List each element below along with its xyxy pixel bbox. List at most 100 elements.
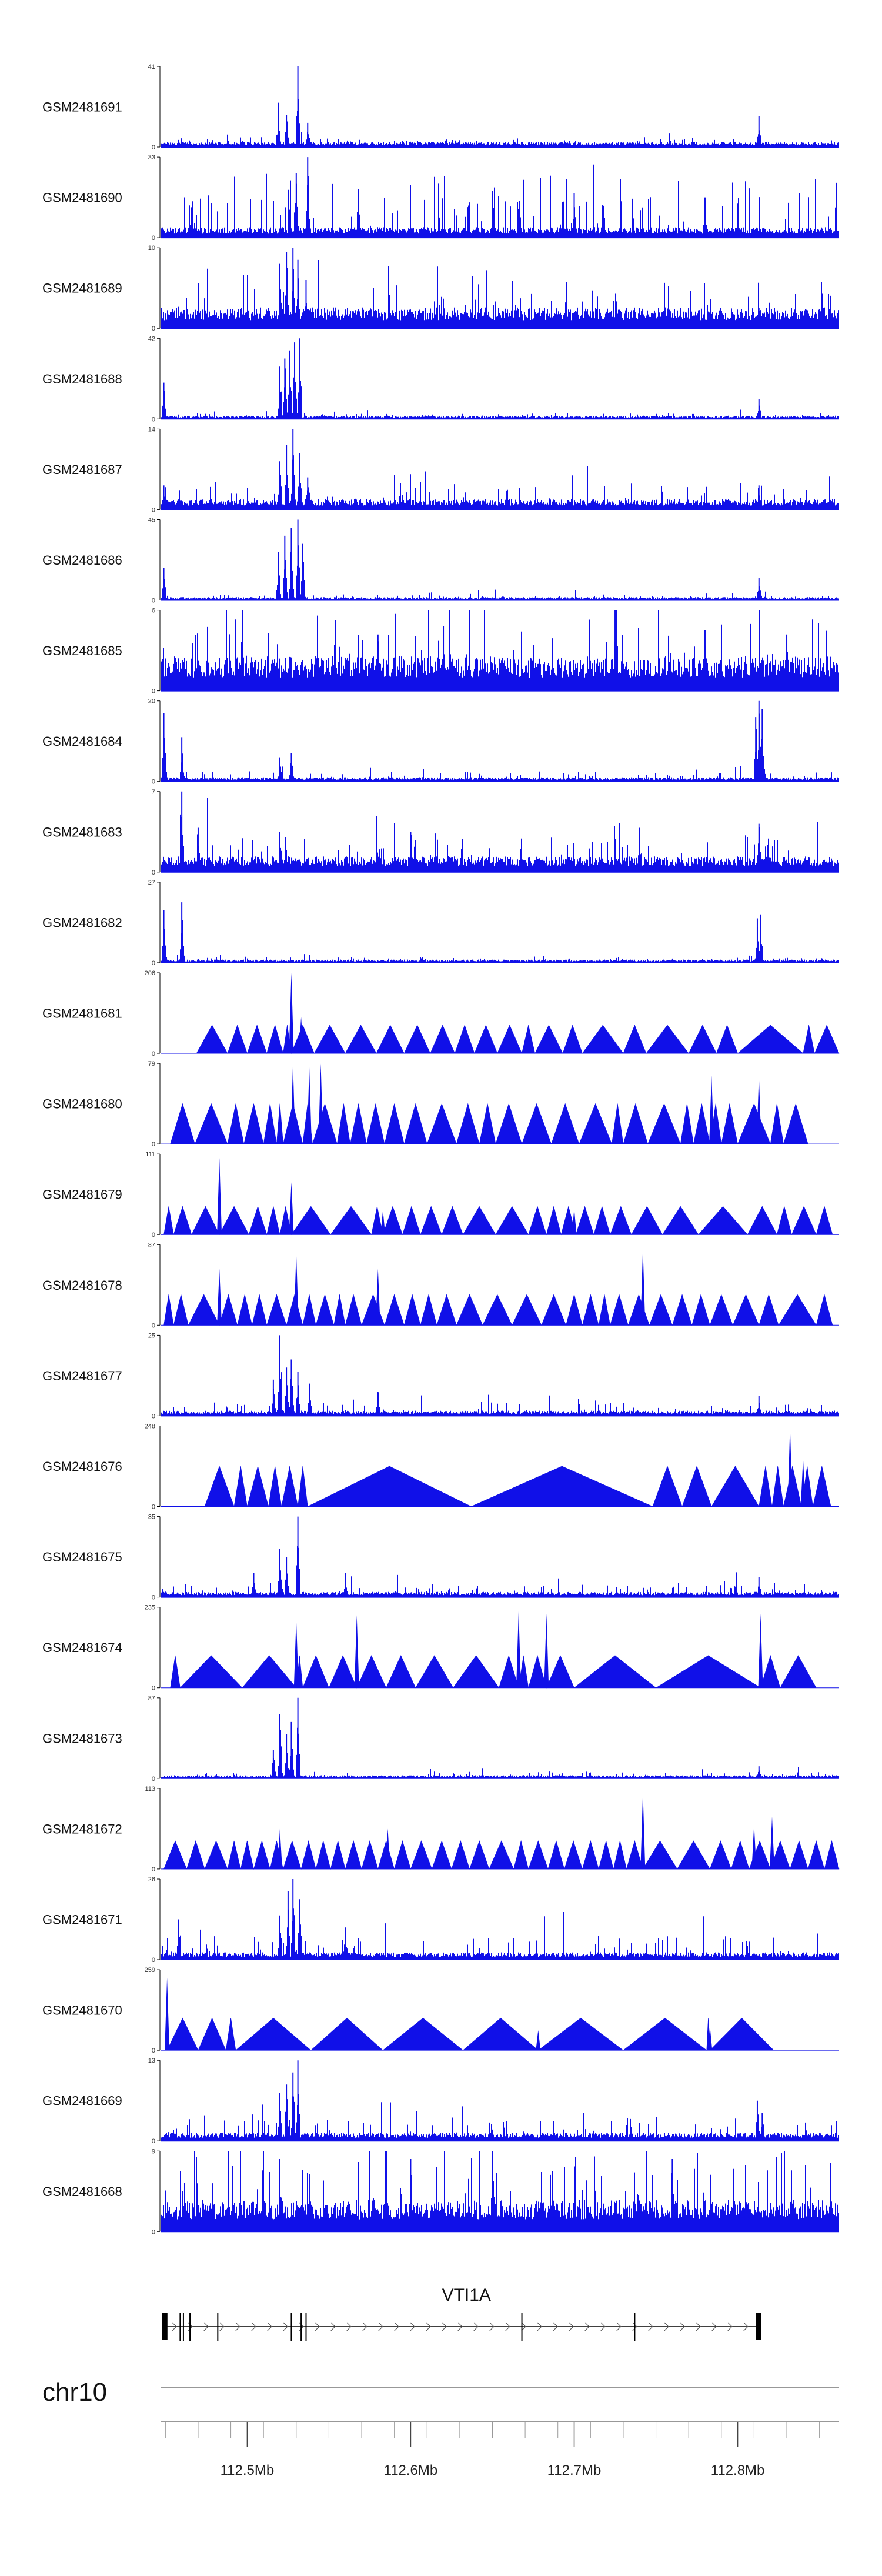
signal-peak	[709, 1075, 714, 1144]
signal-bars	[161, 2151, 839, 2232]
track-GSM2481685: GSM2481685 6 0	[42, 608, 839, 695]
strand-arrow	[267, 2322, 272, 2331]
gene-track: VTI1A	[162, 2285, 761, 2341]
signal-GSM2481681	[161, 973, 840, 1055]
signal-GSM2481691	[161, 66, 839, 148]
signal-GSM2481672	[161, 1792, 840, 1870]
track-GSM2481690: GSM2481690 33 0	[42, 154, 839, 242]
strand-arrow	[251, 2322, 256, 2331]
signal-GSM2481671	[161, 1879, 839, 1960]
y-max-label: 87	[148, 1695, 155, 1702]
signal-GSM2481673	[161, 1697, 839, 1779]
y-min-label: 0	[152, 688, 155, 695]
y-max-label: 45	[148, 517, 155, 524]
signal-peak	[787, 1426, 793, 1507]
signal-peak	[516, 1611, 521, 1688]
track-GSM2481677: GSM2481677 25 0	[42, 1332, 839, 1420]
track-GSM2481687: GSM2481687 14 0	[42, 426, 839, 513]
track-GSM2481668: GSM2481668 9 0	[42, 2148, 839, 2235]
strand-arrow	[394, 2322, 399, 2331]
track-GSM2481683: GSM2481683 7 0	[42, 789, 839, 876]
signal-GSM2481668	[161, 2151, 839, 2233]
strand-arrow	[489, 2322, 495, 2331]
track-label: GSM2481690	[42, 191, 122, 205]
axis-tick-label: 112.7Mb	[547, 2462, 602, 2478]
signal-GSM2481669	[161, 2060, 839, 2142]
y-max-label: 9	[152, 2148, 155, 2155]
track-GSM2481691: GSM2481691 41 0	[42, 64, 839, 151]
strand-arrow	[727, 2322, 733, 2331]
y-max-label: 14	[148, 426, 155, 433]
signal-bars	[161, 99, 839, 147]
track-label: GSM2481683	[42, 825, 122, 839]
track-GSM2481673: GSM2481673 87 0	[42, 1695, 839, 1783]
strand-arrow	[346, 2322, 352, 2331]
y-min-label: 0	[152, 144, 155, 151]
y-max-label: 35	[148, 1514, 155, 1521]
signal-area	[204, 1465, 831, 1507]
signal-GSM2481683	[161, 791, 839, 873]
exon-block	[756, 2313, 761, 2340]
strand-arrow	[473, 2322, 479, 2331]
signal-bars	[161, 920, 839, 963]
strand-arrow	[632, 2322, 637, 2331]
signal-peak	[640, 1249, 646, 1326]
y-max-label: 6	[152, 608, 155, 615]
signal-peak	[278, 1828, 282, 1869]
signal-peak	[751, 1824, 757, 1869]
y-max-label: 259	[145, 1967, 155, 1974]
track-GSM2481681: GSM2481681 206 0	[42, 970, 840, 1057]
signal-bars	[161, 536, 839, 600]
track-GSM2481674: GSM2481674 235 0	[42, 1604, 839, 1692]
strand-arrow	[680, 2322, 685, 2331]
strand-arrow	[315, 2322, 320, 2331]
strand-arrow	[711, 2322, 717, 2331]
signal-bars	[161, 1534, 839, 1597]
strand-arrow	[696, 2322, 701, 2331]
track-label: GSM2481681	[42, 1006, 122, 1021]
signal-peak	[289, 973, 294, 1053]
y-min-label: 0	[152, 1232, 155, 1239]
signal-peak	[293, 1619, 299, 1688]
genome-axis: chr10 112.5Mb 112.6Mb 112.7Mb 112.8Mb	[42, 2378, 839, 2478]
signal-peak	[770, 1816, 774, 1869]
signal-GSM2481670	[161, 1977, 839, 2051]
signal-bars	[161, 437, 839, 510]
signal-peak	[290, 1063, 296, 1144]
signal-GSM2481678	[161, 1249, 839, 1326]
y-min-label: 0	[152, 1776, 155, 1783]
y-min-label: 0	[152, 2047, 155, 2054]
track-GSM2481678: GSM2481678 87 0	[42, 1242, 839, 1329]
signal-GSM2481675	[161, 1516, 839, 1598]
y-max-label: 111	[145, 1151, 155, 1158]
signal-GSM2481686	[161, 519, 839, 601]
y-max-label: 20	[148, 698, 155, 705]
strand-arrow	[537, 2322, 542, 2331]
signal-GSM2481680	[161, 1063, 839, 1145]
y-min-label: 0	[152, 1685, 155, 1692]
track-label: GSM2481689	[42, 281, 122, 296]
signal-peak	[756, 1075, 761, 1144]
signal-peak	[318, 1063, 323, 1144]
track-label: GSM2481684	[42, 734, 122, 749]
y-min-label: 0	[152, 598, 155, 605]
y-max-label: 27	[148, 879, 155, 886]
track-label: GSM2481671	[42, 1913, 122, 1927]
track-label: GSM2481687	[42, 462, 122, 477]
y-min-label: 0	[152, 506, 155, 513]
strand-arrow	[283, 2322, 288, 2331]
y-max-label: 42	[148, 335, 155, 342]
signal-GSM2481679	[161, 1158, 839, 1236]
signal-peak	[707, 2026, 713, 2051]
y-max-label: 248	[145, 1423, 155, 1430]
strand-arrow	[648, 2322, 653, 2331]
track-label: GSM2481674	[42, 1640, 122, 1655]
track-GSM2481684: GSM2481684 20 0	[42, 698, 839, 786]
signal-area	[163, 1206, 833, 1236]
signal-peak	[800, 1458, 806, 1507]
y-min-label: 0	[152, 779, 155, 786]
signal-bars	[161, 260, 839, 329]
y-max-label: 7	[152, 789, 155, 796]
strand-arrow	[219, 2322, 225, 2331]
